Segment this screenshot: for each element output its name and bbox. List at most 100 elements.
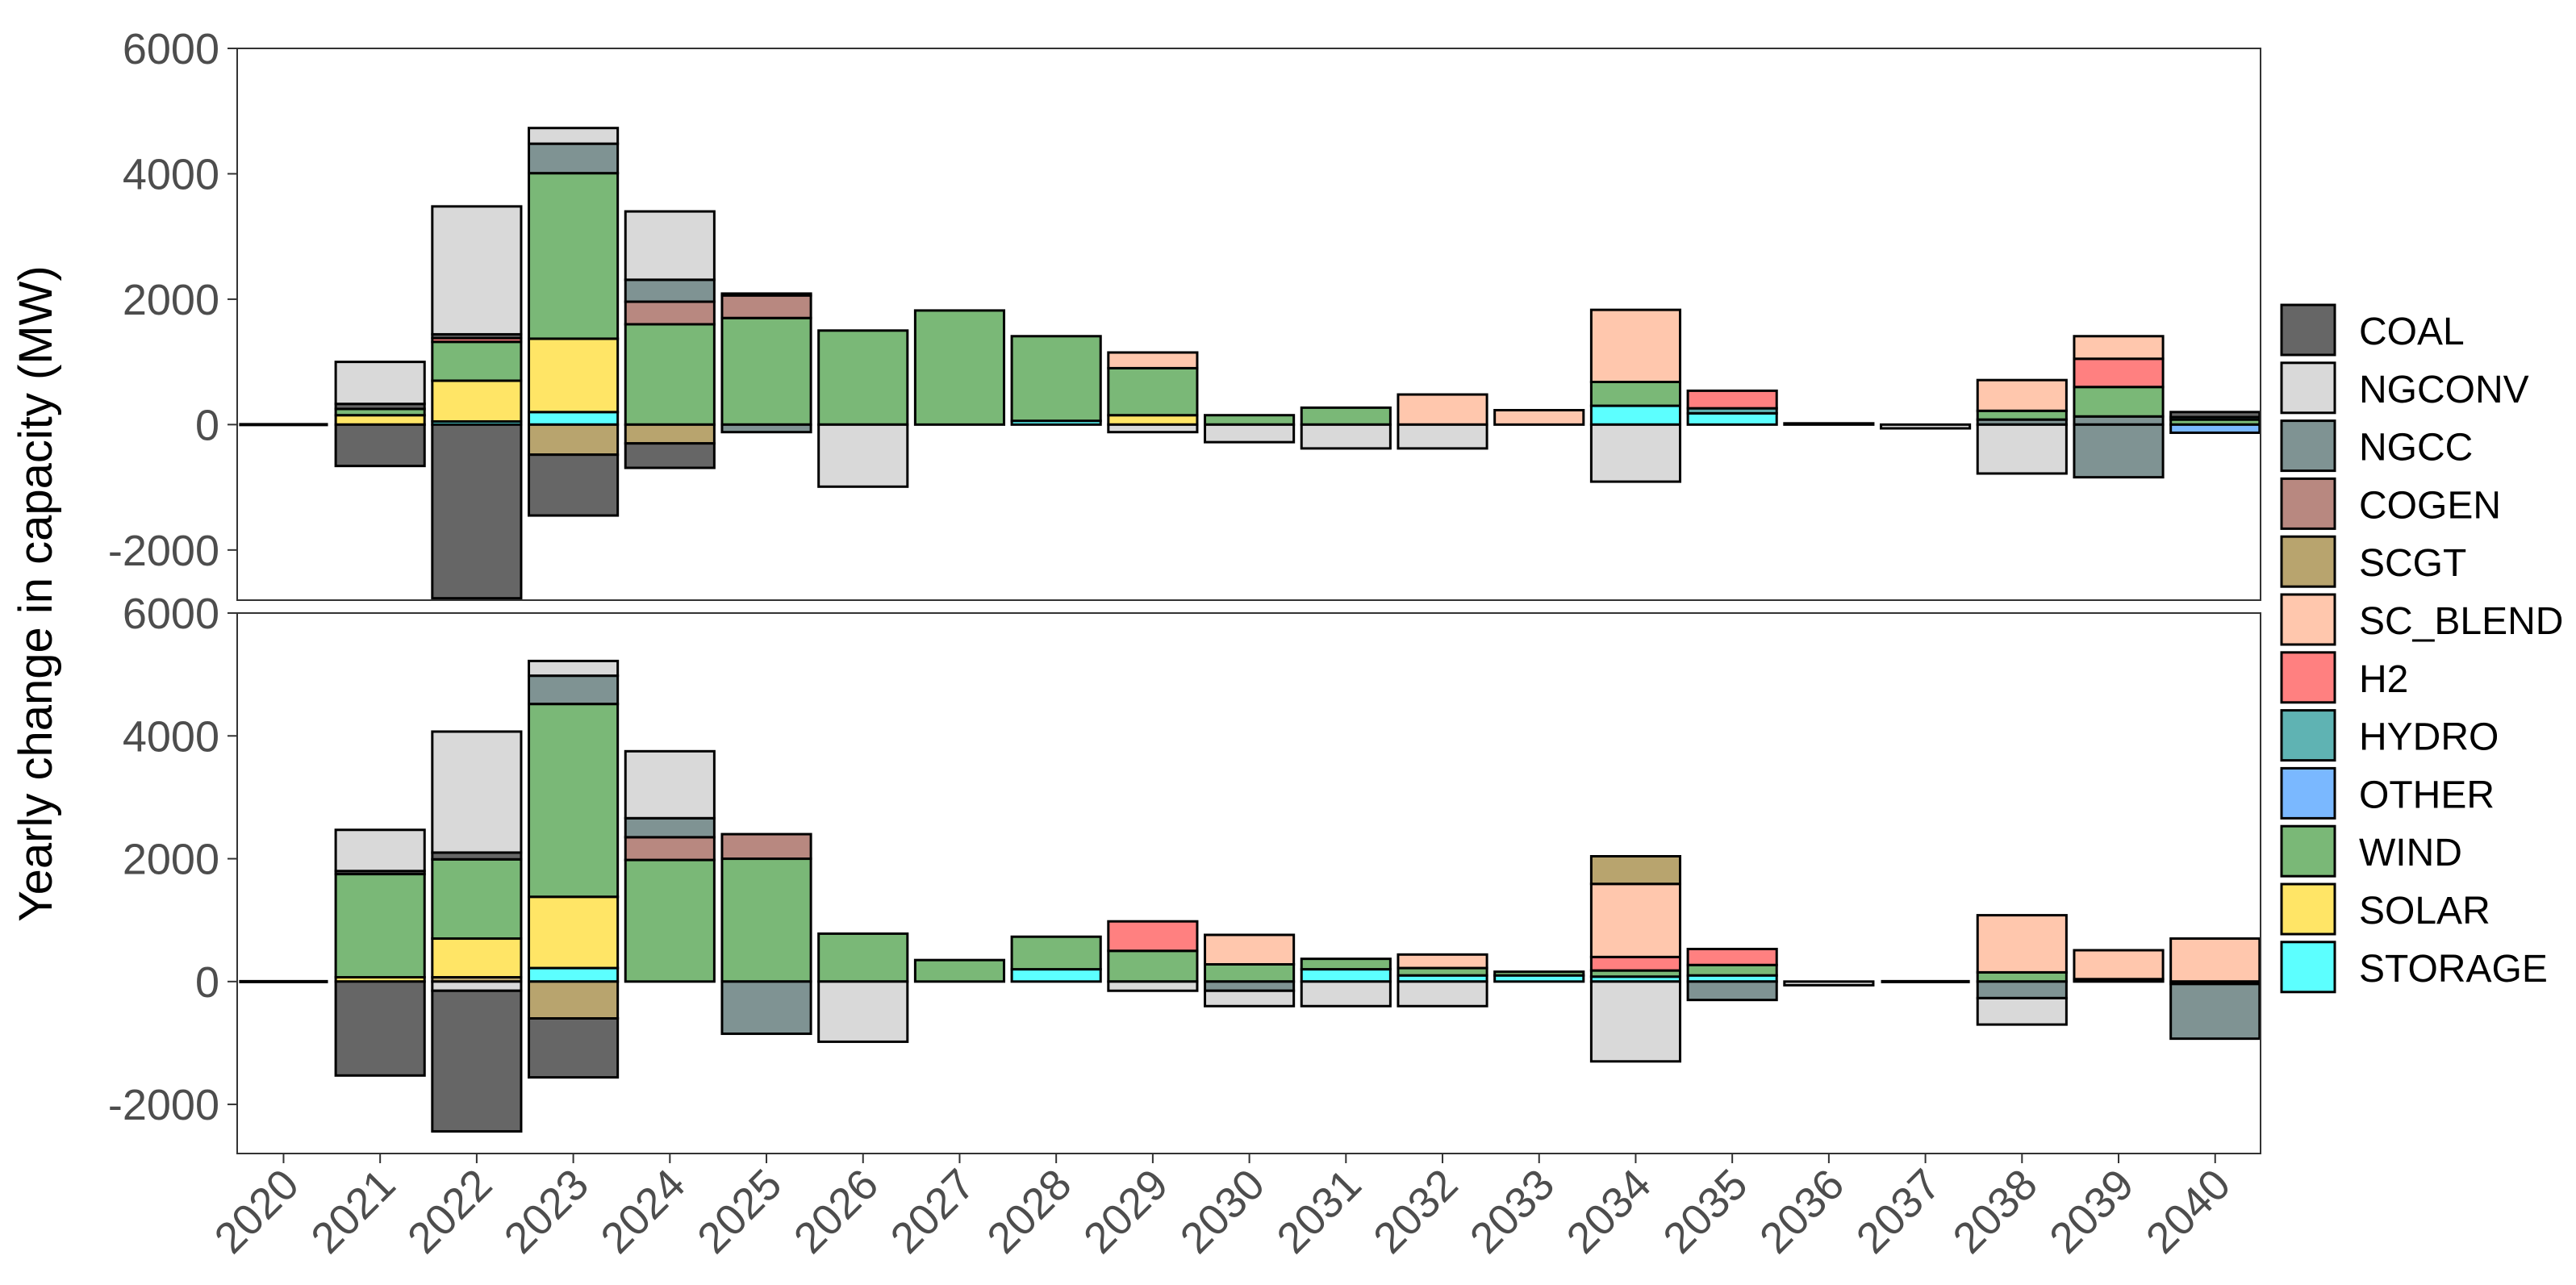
bar-2022-wind	[431, 857, 523, 941]
bar-2027-wind	[913, 309, 1006, 426]
x-tick-label-2037: 2037	[1847, 1160, 1950, 1262]
bar-2023-solar	[528, 337, 620, 414]
y-tick-label: 6000	[123, 590, 219, 638]
bar-2028-wind	[1010, 935, 1102, 971]
x-tick-label-2036: 2036	[1751, 1160, 1853, 1262]
bar-2031-ngconv-neg	[1300, 423, 1392, 450]
bar-2025-ngcc-neg	[720, 423, 812, 434]
legend-label: H2	[2359, 658, 2408, 701]
legend-label: SC_BLEND	[2359, 600, 2563, 643]
bar-2040-other-neg	[2169, 423, 2261, 434]
bar-2030-wind	[1204, 963, 1296, 983]
bar-2033-wind	[1493, 970, 1585, 977]
bar-2026-wind	[817, 329, 909, 426]
bar-2032-sc_blend	[1397, 393, 1488, 426]
legend-swatch	[2280, 882, 2336, 936]
legend-swatch	[2280, 477, 2336, 530]
bar-2025-wind	[720, 316, 812, 426]
legend-item-hydro: HYDRO	[2280, 709, 2499, 762]
legend-label: WIND	[2359, 832, 2462, 874]
bar-2029-wind	[1107, 366, 1199, 417]
bar-2021-coal-neg	[334, 980, 426, 1077]
legend-swatch	[2280, 303, 2336, 357]
bar-2036-ngconv-neg	[1783, 980, 1875, 987]
x-tick-label-2026: 2026	[785, 1160, 887, 1262]
legend-label: STORAGE	[2359, 948, 2548, 991]
bar-2029-solar	[1107, 414, 1199, 426]
bar-2023-coal-neg	[528, 1017, 620, 1079]
x-tick-label-2039: 2039	[2040, 1160, 2143, 1262]
x-tick-label-2020: 2020	[206, 1160, 308, 1262]
legend-swatch	[2280, 535, 2336, 588]
x-tick-label-2022: 2022	[399, 1160, 501, 1262]
bar-2024-cogen	[624, 300, 716, 326]
bar-2032-ngconv-neg	[1397, 423, 1488, 450]
bar-2022-ngconv	[431, 205, 523, 336]
legend-swatch	[2280, 709, 2336, 762]
legend-swatch	[2280, 824, 2336, 878]
bar-2032-sc_blend	[1397, 953, 1488, 970]
bar-2024-ngcc	[624, 816, 716, 839]
x-tick-label-2023: 2023	[495, 1160, 598, 1262]
x-tick-label-2028: 2028	[978, 1160, 1080, 1262]
bar-2040-coal	[2169, 411, 2261, 419]
legend-label: OTHER	[2359, 774, 2495, 816]
bar-2022-solar	[431, 379, 523, 423]
bar-2038-ngconv-neg	[1976, 996, 2068, 1026]
legend-item-storage: STORAGE	[2280, 941, 2548, 994]
bar-2023-scgt-neg	[528, 980, 620, 1020]
legend-label: COGEN	[2359, 484, 2501, 527]
bar-2035-h2	[1686, 389, 1778, 410]
bar-2038-sc_blend	[1976, 378, 2068, 412]
bar-2035-storage	[1686, 411, 1778, 426]
legend-swatch	[2280, 419, 2336, 473]
bar-2024-wind	[624, 858, 716, 983]
bar-2022-coal-neg	[431, 423, 523, 600]
bar-2032-ngconv-neg	[1397, 980, 1488, 1008]
bar-2025-cogen	[720, 294, 812, 319]
panel-2-bars	[239, 659, 2261, 1133]
bar-2022-coal-neg	[431, 989, 523, 1133]
bar-2024-ngconv	[624, 749, 716, 820]
bar-2034-h2	[1589, 955, 1682, 972]
y-axis-title: Yearly change in capacity (MW)	[10, 265, 62, 921]
bar-2038-sc_blend	[1976, 914, 2068, 974]
x-tick-label-2025: 2025	[688, 1160, 791, 1262]
bar-2030-ngconv-neg	[1204, 989, 1296, 1008]
bar-2021-wind	[334, 873, 426, 978]
bar-2023-ngcc	[528, 142, 620, 175]
bar-2024-wind	[624, 323, 716, 426]
legend-item-wind: WIND	[2280, 824, 2462, 878]
bar-2034-wind	[1589, 381, 1682, 407]
bar-2038-wind	[1976, 409, 2068, 421]
bar-2024-cogen	[624, 836, 716, 862]
bar-2029-ngconv-neg	[1107, 423, 1199, 434]
bar-2023-scgt-neg	[528, 423, 620, 457]
bar-2024-ngconv	[624, 210, 716, 282]
bar-2031-ngconv-neg	[1300, 980, 1392, 1008]
y-tick-label: -2000	[108, 527, 219, 575]
bar-2037-ngconv-neg	[1880, 423, 1972, 430]
bar-2039-ngcc-neg	[2073, 423, 2165, 479]
bar-2024-scgt-neg	[624, 423, 716, 445]
legend-item-solar: SOLAR	[2280, 882, 2490, 936]
bar-2039-h2	[2073, 357, 2165, 389]
bar-2021-ngconv	[334, 361, 426, 406]
legend-item-other: OTHER	[2280, 766, 2495, 820]
panels-layer: 6000 4000 2000 0 -2000 6000 4000 2000 0 -2000	[108, 25, 2261, 1154]
bar-2028-storage	[1010, 968, 1102, 983]
bar-2030-ngcc-neg	[1204, 980, 1296, 992]
bar-2023-ngconv	[528, 127, 620, 145]
bar-2039-ngcc	[2073, 415, 2165, 426]
legend-label: COAL	[2359, 311, 2465, 353]
bar-2029-ngconv-neg	[1107, 980, 1199, 992]
legend-label: NGCONV	[2359, 369, 2529, 411]
bar-2034-ngconv-neg	[1589, 423, 1682, 483]
bar-2030-ngconv-neg	[1204, 423, 1296, 444]
bar-2035-wind	[1686, 963, 1778, 977]
bar-2023-coal-neg	[528, 453, 620, 517]
bar-2022-ngconv-neg	[431, 980, 523, 992]
bar-2023-storage	[528, 411, 620, 426]
legend-swatch	[2280, 766, 2336, 820]
